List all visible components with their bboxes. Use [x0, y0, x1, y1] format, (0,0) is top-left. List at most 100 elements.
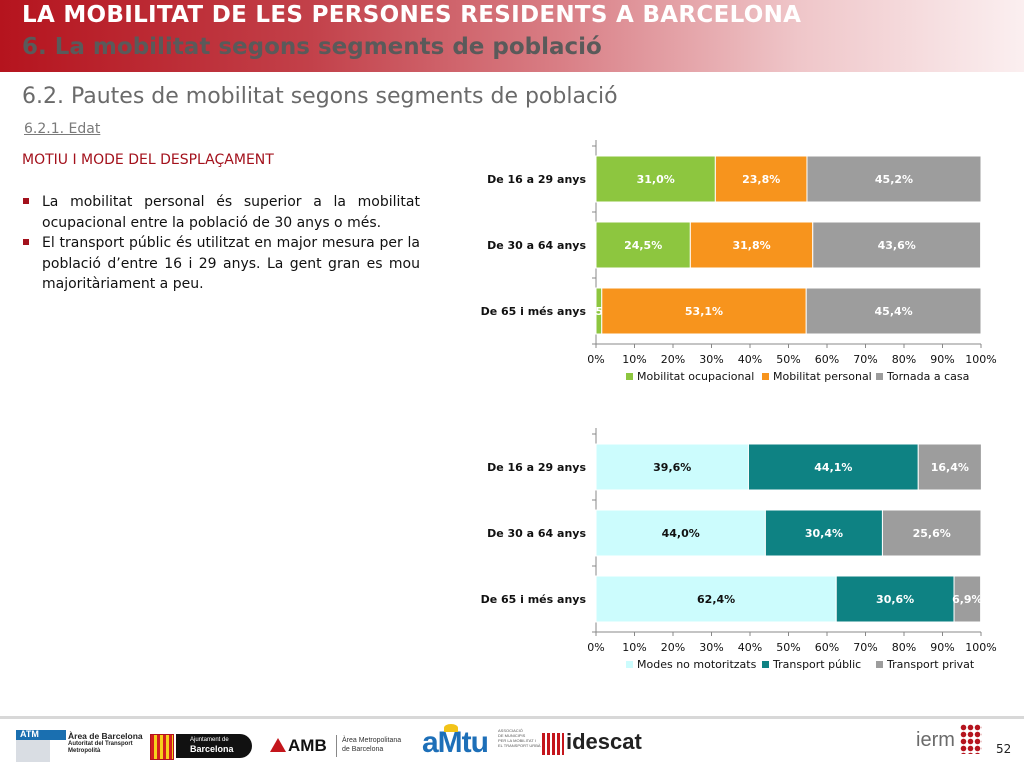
- y-tick-label: De 65 i més anys: [481, 593, 587, 606]
- data-label: 31,0%: [637, 173, 675, 186]
- bar-segment: [917, 443, 982, 491]
- ajuntament-plate: [176, 734, 252, 758]
- bullet-list: La mobilitat personal és superior a la m…: [22, 192, 420, 295]
- legend-label: Modes no motoritzats: [637, 658, 757, 671]
- y-tick-label: De 30 a 64 anys: [487, 239, 586, 252]
- y-tick-label: De 65 i més anys: [481, 305, 587, 318]
- atm-logo: ATM Àrea de Barcelona Autoritat del Tran…: [16, 728, 143, 764]
- data-label: 25,6%: [913, 527, 951, 540]
- x-tick-label: 60%: [815, 353, 839, 366]
- bar-segment: [714, 155, 808, 203]
- data-label: 43,6%: [878, 239, 916, 252]
- data-label: 53,1%: [685, 305, 723, 318]
- x-tick-label: 10%: [622, 641, 646, 654]
- idescat-bars-icon: [542, 733, 564, 755]
- bar-segment: [595, 575, 837, 623]
- chart-mode-svg: De 16 a 29 anys 39,6% 44,1% 16,4% De 30 a 64…: [481, 428, 997, 671]
- page-number: 52: [996, 742, 1012, 756]
- amtu-accent: [444, 724, 458, 732]
- iermb-wordmark: ierm: [916, 729, 955, 751]
- amtu-line4: EL TRANSPORT URBÀ: [498, 743, 541, 748]
- subsection-link[interactable]: 6.2.1. Edat: [24, 121, 101, 137]
- amb-triangle-icon: [270, 738, 286, 752]
- data-label: 44,1%: [814, 461, 852, 474]
- bar-segment: [805, 287, 982, 335]
- idescat-wordmark: idescat: [566, 729, 642, 754]
- idescat-logo: idescat: [542, 729, 652, 759]
- data-label: 31,8%: [732, 239, 770, 252]
- x-tick-label: 80%: [892, 641, 916, 654]
- x-tick-label: 70%: [853, 353, 877, 366]
- y-tick-label: De 30 a 64 anys: [487, 527, 586, 540]
- amtu-line1: ASSOCIACIÓ: [498, 728, 523, 733]
- bar-segment: [953, 575, 982, 623]
- legend-label: Transport públic: [772, 658, 861, 671]
- x-tick-label: 80%: [892, 353, 916, 366]
- header-title-line2: 6. La mobilitat segons segments de pobla…: [22, 34, 602, 60]
- data-label: 44,0%: [662, 527, 700, 540]
- legend-swatch: [762, 373, 769, 380]
- data-label: 16,4%: [931, 461, 969, 474]
- x-tick-label: 0%: [587, 353, 604, 366]
- ajuntament-line1: Ajuntament de: [190, 737, 229, 743]
- bar-segment: [881, 509, 982, 557]
- legend-label: Tornada a casa: [886, 370, 969, 383]
- atm-line3: Metropolità: [68, 748, 101, 754]
- header-banner: LA MOBILITAT DE LES PERSONES RESIDENTS A…: [0, 0, 1024, 72]
- amb-mark: AMB: [288, 736, 327, 755]
- legend-swatch: [762, 661, 769, 668]
- chart-motiu-svg: De 16 a 29 anys 31,0% 23,8% 45,2% De 30 a 64…: [481, 140, 997, 383]
- x-tick-label: 0%: [587, 641, 604, 654]
- bar-segment: [835, 575, 955, 623]
- bar-segment: [595, 443, 749, 491]
- x-tick-label: 20%: [661, 353, 685, 366]
- data-label: 30,6%: [876, 593, 914, 606]
- data-label: 45,4%: [875, 305, 913, 318]
- bar-segment: [764, 509, 883, 557]
- x-tick-label: 20%: [661, 641, 685, 654]
- x-tick-label: 50%: [776, 641, 800, 654]
- legend-swatch: [626, 661, 633, 668]
- legend-swatch: [876, 661, 883, 668]
- bar-segment: [595, 509, 766, 557]
- bar-segment: [812, 221, 982, 269]
- amb-line1: Àrea Metropolitana: [342, 737, 402, 744]
- x-tick-label: 40%: [738, 641, 762, 654]
- section-title: 6.2. Pautes de mobilitat segons segments…: [22, 84, 618, 109]
- x-tick-label: 100%: [965, 353, 996, 366]
- ajuntament-shield-icon: [150, 734, 174, 760]
- amb-logo: AMB Àrea Metropolitana de Barcelona: [270, 733, 402, 759]
- atm-mark-text: ATM: [20, 729, 39, 739]
- ajuntament-logo: Ajuntament de Barcelona: [148, 731, 254, 761]
- data-label: 6,9%: [952, 593, 983, 606]
- y-tick-label: De 16 a 29 anys: [487, 173, 586, 186]
- legend-swatch: [876, 373, 883, 380]
- bullet-item: La mobilitat personal és superior a la m…: [22, 192, 420, 233]
- x-tick-label: 90%: [930, 353, 954, 366]
- amtu-line3: PER LA MOBILITAT I: [498, 738, 536, 743]
- chart-mode: De 16 a 29 anys 39,6% 44,1% 16,4% De 30 a 64…: [470, 428, 1010, 688]
- bar-segment: [595, 221, 691, 269]
- data-label: 39,6%: [653, 461, 691, 474]
- amb-line2: de Barcelona: [342, 746, 384, 753]
- ajuntament-line2: Barcelona: [190, 744, 234, 754]
- y-tick-label: De 16 a 29 anys: [487, 461, 586, 474]
- legend-label: Transport privat: [886, 658, 975, 671]
- data-label: 30,4%: [805, 527, 843, 540]
- legend-swatch: [626, 373, 633, 380]
- amtu-line2: DE MUNICIPIS: [498, 733, 526, 738]
- x-tick-label: 50%: [776, 353, 800, 366]
- data-label: 62,4%: [697, 593, 735, 606]
- x-tick-label: 30%: [699, 641, 723, 654]
- topic-heading: MOTIU I MODE DEL DESPLAÇAMENT: [22, 152, 274, 168]
- legend-label: Mobilitat ocupacional: [637, 370, 754, 383]
- x-tick-label: 100%: [965, 641, 996, 654]
- atm-line2: Autoritat del Transport: [68, 741, 133, 747]
- amtu-logo: aMtu ASSOCIACIÓ DE MUNICIPIS PER LA MOBI…: [420, 724, 541, 764]
- data-label: 23,8%: [742, 173, 780, 186]
- bar-segment: [689, 221, 814, 269]
- x-tick-label: 30%: [699, 353, 723, 366]
- x-tick-label: 90%: [930, 641, 954, 654]
- bar-segment: [595, 155, 716, 203]
- bar-segment: [747, 443, 919, 491]
